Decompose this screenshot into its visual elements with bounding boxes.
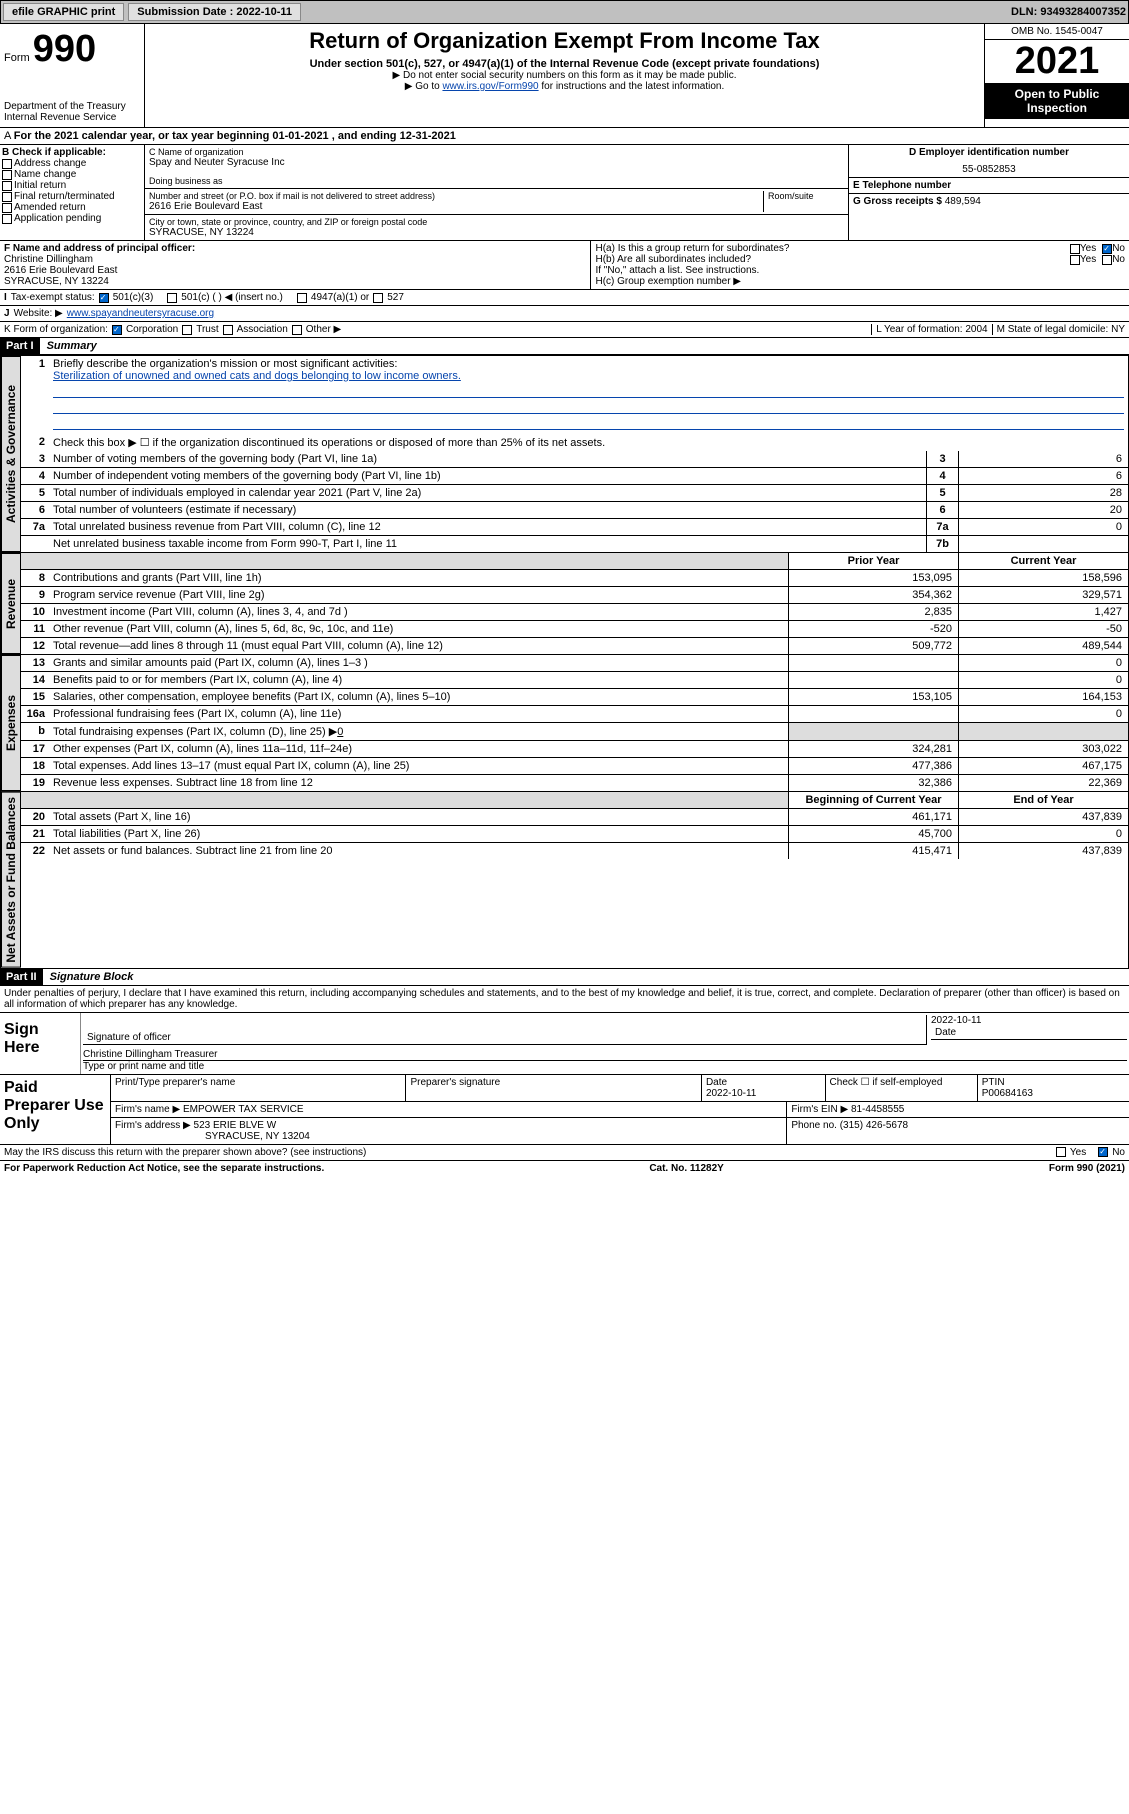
part1-title: Summary [47,340,97,352]
form-header: Form 990 Department of the Treasury Inte… [0,24,1129,128]
chk-initial[interactable]: Initial return [2,180,142,191]
dln-value: 93493284007352 [1040,6,1126,18]
part2-header-row: Part II Signature Block [0,969,1129,986]
chk-name[interactable]: Name change [2,169,142,180]
part2-badge: Part II [0,969,43,985]
sub-date: 2022-10-11 [236,6,292,18]
vert-net: Net Assets or Fund Balances [1,792,21,968]
k-other[interactable] [292,325,302,335]
col-h: H(a) Is this a group return for subordin… [591,241,1129,289]
hb-yes[interactable] [1070,255,1080,265]
mission-text: Sterilization of unowned and owned cats … [53,370,1124,382]
form-sub3: ▶ Go to www.irs.gov/Form990 for instruct… [149,81,980,92]
m-state: M State of legal domicile: NY [992,324,1125,335]
open-public: Open to Public Inspection [985,83,1129,119]
vert-exp: Expenses [1,655,21,791]
vert-rev: Revenue [1,553,21,654]
sub-label: Submission Date : [137,6,233,18]
irs-link[interactable]: www.irs.gov/Form990 [442,81,538,92]
discuss-yes[interactable] [1056,1147,1066,1157]
top-bar: efile GRAPHIC print Submission Date : 20… [0,0,1129,24]
form-left: Form 990 Department of the Treasury Inte… [0,24,145,127]
penalties-text: Under penalties of perjury, I declare th… [0,986,1129,1013]
section-net: Net Assets or Fund Balances Beginning of… [0,792,1129,969]
ha-no[interactable] [1102,244,1112,254]
i-501c3[interactable] [99,293,109,303]
row-a: A For the 2021 calendar year, or tax yea… [0,128,1129,145]
paid-preparer-row: Paid Preparer Use Only Print/Type prepar… [0,1075,1129,1145]
paid-label: Paid Preparer Use Only [0,1075,110,1144]
section-fh: F Name and address of principal officer:… [0,241,1129,290]
row-i: I Tax-exempt status: 501(c)(3) 501(c) ( … [0,290,1129,306]
col-f: F Name and address of principal officer:… [0,241,591,289]
i-527[interactable] [373,293,383,303]
form-right: OMB No. 1545-0047 2021 Open to Public In… [984,24,1129,127]
col-deg: D Employer identification number 55-0852… [849,145,1129,240]
rev-head: Prior Year Current Year [21,553,1128,570]
sign-here-label: Sign Here [0,1013,80,1074]
chk-pending[interactable]: Application pending [2,213,142,224]
form-sub2: ▶ Do not enter social security numbers o… [149,70,980,81]
website-link[interactable]: www.spayandneutersyracuse.org [67,308,214,319]
form-number: 990 [33,28,96,70]
section-bcdeg: B Check if applicable: Address change Na… [0,145,1129,241]
form-sub1: Under section 501(c), 527, or 4947(a)(1)… [149,58,980,70]
col-b: B Check if applicable: Address change Na… [0,145,145,240]
chk-amended[interactable]: Amended return [2,202,142,213]
net-head: Beginning of Current Year End of Year [21,792,1128,809]
discuss-row: May the IRS discuss this return with the… [0,1145,1129,1161]
k-trust[interactable] [182,325,192,335]
dln-label: DLN: [1011,6,1037,18]
form-mid: Return of Organization Exempt From Incom… [145,24,984,127]
part1-header-row: Part I Summary [0,338,1129,356]
part1-badge: Part I [0,338,40,354]
ha-yes[interactable] [1070,244,1080,254]
col-c: C Name of organization Spay and Neuter S… [145,145,849,240]
form-word: Form [4,52,30,64]
hb-no[interactable] [1102,255,1112,265]
dept-treasury: Department of the Treasury Internal Reve… [4,101,140,123]
efile-btn[interactable]: efile GRAPHIC print [3,3,124,21]
omb: OMB No. 1545-0047 [985,24,1129,40]
section-exp: Expenses 13Grants and similar amounts pa… [0,655,1129,792]
sign-here-row: Sign Here Signature of officer 2022-10-1… [0,1013,1129,1075]
tax-year: 2021 [985,40,1129,83]
section-rev: Revenue Prior Year Current Year 8Contrib… [0,553,1129,655]
part2-title: Signature Block [50,971,134,983]
i-4947[interactable] [297,293,307,303]
l-year: L Year of formation: 2004 [871,324,987,335]
cell-city: City or town, state or province, country… [145,215,848,240]
footer-row: For Paperwork Reduction Act Notice, see … [0,1161,1129,1176]
cell-street: Number and street (or P.O. box if mail i… [145,189,848,215]
discuss-no[interactable] [1098,1147,1108,1157]
row-klm: K Form of organization: Corporation Trus… [0,322,1129,338]
dln: DLN: 93493284007352 [1011,6,1126,18]
cell-name: C Name of organization Spay and Neuter S… [145,145,848,189]
k-assoc[interactable] [223,325,233,335]
section-ag: Activities & Governance 1 Briefly descri… [0,356,1129,553]
cell-d: D Employer identification number 55-0852… [849,145,1129,178]
vert-ag: Activities & Governance [1,356,21,552]
chk-final[interactable]: Final return/terminated [2,191,142,202]
b-label: B Check if applicable: [2,147,142,158]
cell-e: E Telephone number [849,178,1129,194]
chk-address[interactable]: Address change [2,158,142,169]
form-title: Return of Organization Exempt From Incom… [149,28,980,54]
submission-date-btn[interactable]: Submission Date : 2022-10-11 [128,3,301,21]
k-corp[interactable] [112,325,122,335]
cell-g: G Gross receipts $ 489,594 [849,194,1129,209]
i-501c[interactable] [167,293,177,303]
row-j: J Website: ▶ www.spayandneutersyracuse.o… [0,306,1129,322]
